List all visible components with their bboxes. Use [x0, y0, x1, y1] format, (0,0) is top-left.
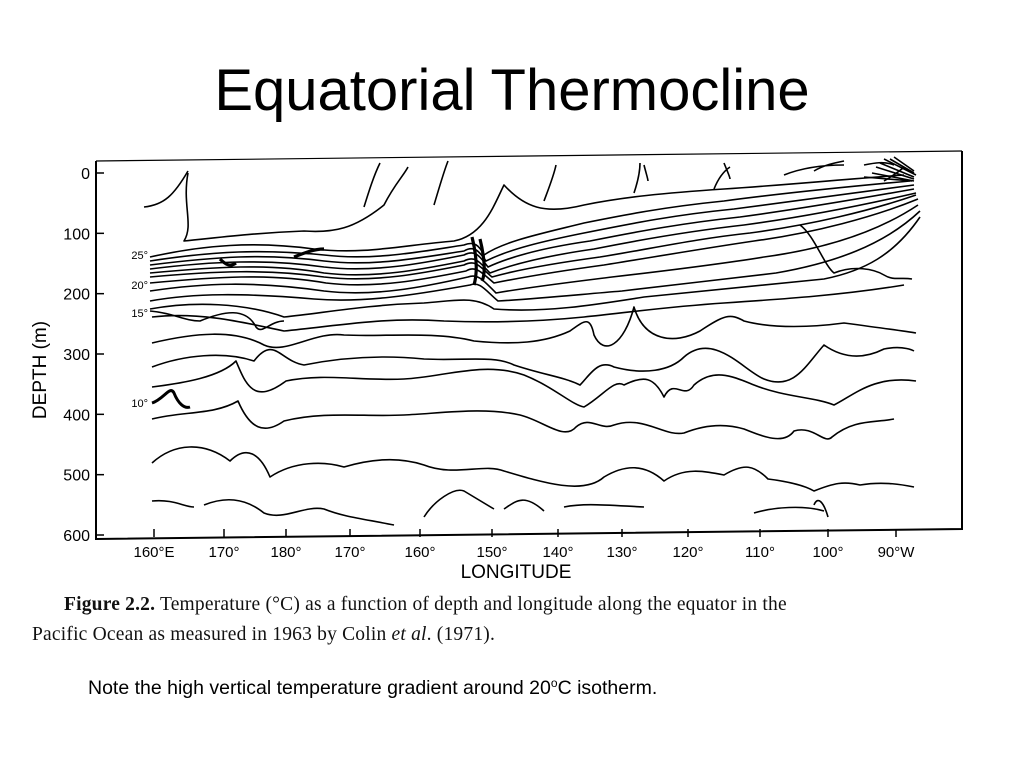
- caption-label: Figure 2.2.: [64, 594, 156, 615]
- isotherm-line: [149, 198, 919, 286]
- slide-title: Equatorial Thermocline: [214, 58, 810, 123]
- y-tick-label: 0: [81, 166, 90, 183]
- isotherm-line: [143, 160, 905, 208]
- isotherm-line: [149, 174, 905, 258]
- x-tick-label: 140°: [542, 544, 573, 561]
- isotherm-line: [799, 224, 913, 280]
- figure-caption: Figure 2.2. Temperature (°C) as a functi…: [32, 590, 972, 650]
- x-tick-label: 90°W: [878, 544, 916, 561]
- caption-text-1: Temperature (°C) as a function of depth …: [159, 594, 787, 615]
- y-tick-label: 400: [63, 407, 90, 424]
- y-axis-label: DEPTH (m): [30, 321, 51, 419]
- x-tick-label: 100°: [812, 544, 843, 561]
- plot-top-edge: [95, 150, 963, 162]
- isotherm-line: [151, 400, 895, 440]
- plot-frame: [95, 151, 963, 541]
- isotherm-label: 20°: [131, 280, 148, 292]
- isotherm-line: [183, 166, 409, 242]
- isotherm-line: [149, 216, 921, 318]
- isotherm-line: [151, 284, 905, 332]
- note-superscript: o: [550, 676, 558, 690]
- note-text-before: Note the high vertical temperature gradi…: [88, 677, 551, 699]
- caption-italic: et al: [391, 624, 427, 645]
- x-tick-label: 160°E: [133, 544, 174, 561]
- isotherm-line: [149, 188, 915, 270]
- y-axis: 0 100 200 300 400 500 600: [63, 166, 104, 545]
- isotherm-labels: 25° 20° 15° 10°: [131, 250, 148, 410]
- isotherm-10-bold: [151, 389, 191, 409]
- isotherm-label: 10°: [131, 398, 148, 410]
- isotherm-line: [151, 489, 829, 526]
- isotherm-line: [149, 204, 919, 294]
- note-text-after: C isotherm.: [557, 677, 658, 699]
- caption-text-3: . (1971).: [426, 624, 496, 645]
- isotherm-thermocline-bold: [218, 236, 486, 286]
- x-tick-label: 170°: [208, 544, 239, 561]
- y-tick-label: 300: [63, 347, 90, 364]
- isotherm-line: [149, 210, 921, 302]
- isotherm-line: [149, 180, 911, 262]
- isotherm-contours: [143, 156, 921, 526]
- thermocline-figure: 0 100 200 300 400 500 600 160°E 170° 180° 170° 160…: [24, 145, 974, 590]
- isotherm-fan: [863, 156, 917, 182]
- isotherm-line: [151, 344, 915, 386]
- isotherm-line: [149, 310, 285, 331]
- isotherm-label: 25°: [131, 250, 148, 262]
- y-tick-label: 100: [63, 226, 90, 243]
- caption-text-2: Pacific Ocean as measured in 1963 by Col…: [32, 624, 387, 645]
- x-tick-label: 160°: [404, 544, 435, 561]
- y-tick-label: 500: [63, 468, 90, 485]
- isotherm-label: 15°: [131, 308, 148, 320]
- isotherm-line: [149, 192, 917, 276]
- x-tick-label: 120°: [672, 544, 703, 561]
- slide-note: Note the high vertical temperature gradi…: [88, 676, 657, 700]
- isotherm-line: [151, 306, 917, 349]
- x-tick-label: 110°: [745, 544, 775, 561]
- x-tick-label: 150°: [476, 544, 507, 561]
- x-tick-label: 130°: [606, 544, 637, 561]
- y-tick-label: 200: [63, 287, 90, 304]
- isotherm-line: [151, 360, 917, 408]
- x-axis-label: LONGITUDE: [461, 562, 572, 583]
- x-tick-label: 170°: [334, 544, 365, 561]
- isotherm-line: [149, 194, 917, 280]
- isotherm-line: [151, 446, 915, 492]
- x-tick-label: 180°: [270, 544, 301, 561]
- isotherm-line: [149, 184, 915, 266]
- y-tick-label: 600: [63, 528, 90, 545]
- x-axis: 160°E 170° 180° 170° 160° 150° 140° 130° 120° 110…: [133, 529, 915, 561]
